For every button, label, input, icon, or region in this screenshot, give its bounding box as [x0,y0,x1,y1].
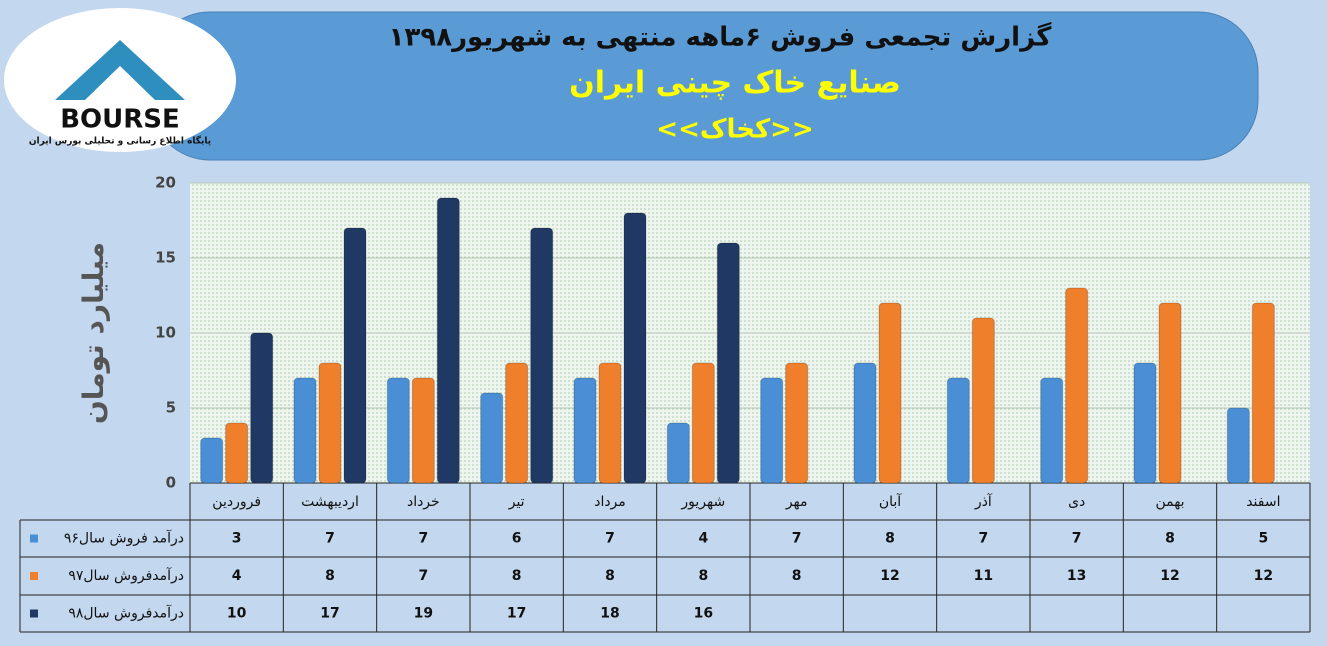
table-value: 7 [978,531,988,547]
table-value: 6 [512,531,522,547]
bar [946,377,970,484]
table-value: 7 [792,531,802,547]
bar [293,377,317,484]
table-value: 8 [698,568,708,584]
table-value: 8 [512,568,522,584]
x-tick-label: دی [1068,494,1085,510]
table-value: 8 [792,568,802,584]
table-value: 17 [507,606,526,622]
logo-text: BOURSE [60,105,180,135]
bar [716,242,740,484]
x-tick-label: اسفند [1246,494,1280,510]
bar [1226,407,1250,484]
logo-mark [55,40,185,100]
y-tick-label: 10 [155,324,176,342]
bar [691,362,715,484]
x-tick-label: شهریور [680,494,725,510]
bar [785,362,809,484]
legend-swatch [30,572,38,580]
table-value: 3 [232,531,242,547]
legend-label: درآمدفروش سال۹۸ [68,605,184,622]
table-value: 8 [325,568,335,584]
bar [760,377,784,484]
bar [853,362,877,484]
bar [436,197,460,484]
y-tick-label: 20 [155,174,176,192]
bar [318,362,342,484]
y-axis-label: میلیارد تومان [77,242,110,424]
bar [505,362,529,484]
bar [1158,302,1182,484]
table-value: 7 [418,568,428,584]
table-value: 10 [227,606,247,622]
y-tick-label: 15 [155,249,176,267]
table-value: 4 [232,568,242,584]
table-value: 5 [1258,531,1268,547]
logo-bg [4,8,236,152]
x-tick-label: آبان [879,493,902,510]
legend-swatch [30,609,38,618]
bar [573,377,597,484]
legend-swatch [30,534,38,543]
x-tick-label: خرداد [407,494,440,510]
table-value: 12 [880,568,899,584]
table-value: 18 [600,606,619,622]
bar [250,332,274,484]
table-value: 13 [1067,568,1086,584]
x-tick-label: بهمن [1155,494,1184,510]
chart-subtitle: صنایع خاک چینی ایران [569,66,901,101]
x-tick-label: مهر [785,494,808,510]
x-tick-label: فروردین [212,494,261,510]
y-tick-label: 0 [166,474,176,492]
bar [343,227,367,484]
bar [411,377,435,484]
legend-label: درآمدفروش سال۹۷ [68,567,184,584]
bar [1133,362,1157,484]
table-value: 8 [885,531,895,547]
bar [386,377,410,484]
bar [598,362,622,484]
table-value: 7 [1072,531,1082,547]
chart-title: گزارش تجمعی فروش ۶ماهه منتهی به شهریور۱۳… [389,22,1053,53]
x-tick-label: مرداد [594,494,626,510]
table-value: 11 [974,568,993,584]
bar [480,392,504,484]
bar [225,422,249,484]
table-value: 19 [414,606,433,622]
table-value: 7 [418,531,428,547]
bar [971,317,995,484]
y-tick-label: 5 [166,399,176,417]
table-value: 12 [1160,568,1179,584]
bar [200,437,224,484]
table-value: 17 [320,606,339,622]
table-value: 8 [605,568,615,584]
table-value: 16 [694,606,713,622]
x-tick-label: آذر [974,493,993,510]
bar [623,212,647,484]
table-value: 8 [1165,531,1175,547]
bar [1065,287,1089,484]
bar [1040,377,1064,484]
table-value: 12 [1254,568,1273,584]
chart-subtitle2: <<کخاک>> [656,115,813,145]
bar [666,422,690,484]
table-value: 4 [698,531,708,547]
table-value: 7 [325,531,335,547]
bar [530,227,554,484]
table-value: 7 [605,531,615,547]
bar [878,302,902,484]
bar [1251,302,1275,484]
legend-label: درآمد فروش سال۹۶ [64,530,184,547]
x-tick-label: اردیبهشت [301,494,359,510]
logo-caption: پایگاه اطلاع رسانی و تحلیلی بورس ایران [29,135,211,147]
x-tick-label: تیر [508,494,525,510]
